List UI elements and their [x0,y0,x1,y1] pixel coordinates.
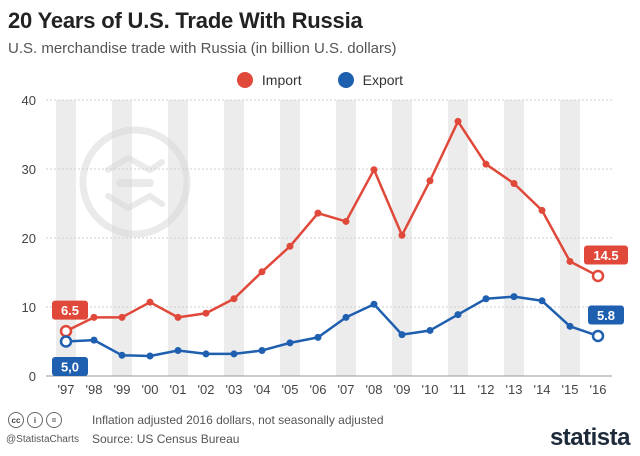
x-tick-label: '02 [198,382,215,397]
license-icons: cc i = [8,412,62,428]
x-tick-label: '01 [170,382,187,397]
data-point-export [510,293,518,301]
data-point-import [566,257,574,265]
data-point-export [482,295,490,303]
data-point-export [90,336,98,344]
x-tick-label: '97 [58,382,75,397]
chart-subtitle: U.S. merchandise trade with Russia (in b… [8,40,397,57]
x-tick-label: '09 [394,382,411,397]
x-tick-label: '13 [506,382,523,397]
callout-import-last-box [584,245,628,265]
data-point-import [482,160,490,168]
y-tick-label: 20 [22,231,36,246]
data-point-import [230,295,238,303]
callout-export-first-box [52,357,88,376]
data-point-import [591,269,605,283]
data-point-import [258,268,266,276]
data-point-import [118,313,126,321]
data-point-import [314,209,322,217]
data-point-export [398,331,406,339]
y-axis: 0 10 20 30 40 [22,93,36,384]
x-tick-label: '11 [450,382,466,397]
data-point-export [591,329,605,343]
y-tick-label: 40 [22,93,36,108]
x-tick-label: '99 [114,382,131,397]
data-point-import [59,324,73,338]
data-point-import [342,217,350,225]
data-point-export [538,297,546,305]
y-tick-label: 30 [22,162,36,177]
data-point-import [90,313,98,321]
data-point-import [174,313,182,321]
y-tick-label: 10 [22,300,36,315]
cc-icon: cc [8,412,24,428]
series-line-export [65,295,599,358]
data-point-export [59,335,73,348]
callout-export-last-text: 5.8 [597,308,615,323]
callout-export-first-text: 5,0 [61,360,79,375]
legend: Import Export [0,72,640,88]
callout-export-last-box [588,305,624,325]
data-point-import [370,166,378,174]
legend-label-import: Import [261,72,302,88]
data-point-export [174,346,182,354]
data-point-import [286,242,294,250]
x-tick-label: '12 [478,382,495,397]
x-tick-label: '14 [534,382,551,397]
x-tick-label: '16 [590,382,607,397]
series-line-import [65,120,599,333]
chart-title: 20 Years of U.S. Trade With Russia [8,8,363,33]
callout-import-last-text: 14.5 [593,248,618,263]
legend-item-export: Export [337,72,404,88]
legend-swatch-import [236,72,253,88]
handshake-watermark-icon [79,126,191,238]
data-point-export [370,300,378,308]
legend-swatch-export [337,72,354,88]
data-point-import [202,309,210,317]
data-point-import [398,231,406,239]
legend-item-import: Import [236,72,302,88]
data-point-import [146,298,154,306]
data-point-export [426,326,434,334]
data-point-export [454,311,462,319]
data-point-export [258,346,266,354]
x-tick-label: '15 [562,382,579,397]
x-tick-label: '98 [86,382,103,397]
x-axis: '97 '98 '99 '00 '01 '02 '03 '04 '05 '06 '07 '08 '09 '… [58,382,607,397]
data-point-export [202,350,210,358]
data-point-import [510,179,518,187]
data-point-export [230,350,238,358]
data-point-export [314,333,322,341]
x-tick-label: '05 [282,382,299,397]
attribution-icon: i [27,412,43,428]
data-point-export [286,339,294,347]
x-tick-label: '07 [338,382,355,397]
y-tick-label: 0 [29,369,36,384]
callout-layer: 6.5 5,0 14.5 5.8 [52,245,628,376]
x-tick-label: '03 [226,382,243,397]
data-point-import [426,177,434,185]
callout-import-first-box [52,300,88,320]
statista-logo[interactable]: statista [549,424,631,451]
data-point-import [454,117,462,125]
x-tick-label: '06 [310,382,327,397]
twitter-handle[interactable]: @StatistaCharts [6,434,79,445]
data-point-export [118,351,126,359]
callout-import-first-text: 6.5 [61,303,79,318]
gridlines [46,99,612,377]
x-tick-label: '08 [366,382,383,397]
line-chart: 0 10 20 30 40 '97 '98 '99 '00 '01 '02 '03 '04 '05 '06… [22,93,628,397]
data-point-export [342,313,350,321]
x-tick-label: '04 [254,382,271,397]
footnote: Inflation adjusted 2016 dollars, not sea… [92,413,384,427]
series-layer [59,117,605,360]
x-tick-label: '00 [142,382,159,397]
legend-label-export: Export [362,72,404,88]
source-note: Source: US Census Bureau [92,432,240,446]
no-derivatives-icon: = [46,412,62,428]
x-tick-label: '10 [422,382,439,397]
data-point-import [538,206,546,214]
data-point-export [566,322,574,330]
data-point-export [146,352,154,360]
